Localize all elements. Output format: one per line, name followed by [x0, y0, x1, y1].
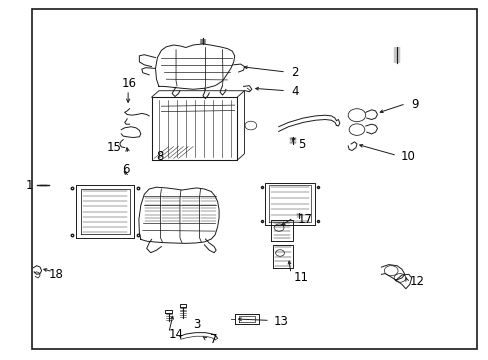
Text: 5: 5 [298, 138, 305, 150]
Text: 4: 4 [290, 85, 298, 98]
Text: 17: 17 [297, 213, 312, 226]
Text: 11: 11 [293, 271, 308, 284]
Text: 18: 18 [49, 268, 63, 281]
Text: 15: 15 [106, 141, 121, 154]
Text: 1: 1 [26, 179, 33, 192]
Text: 3: 3 [193, 318, 200, 331]
Text: 8: 8 [156, 150, 163, 163]
Text: 10: 10 [400, 150, 415, 163]
Text: 2: 2 [290, 66, 298, 78]
Text: 6: 6 [122, 163, 129, 176]
Text: 7: 7 [210, 333, 217, 346]
Text: 9: 9 [410, 98, 417, 111]
Text: 14: 14 [168, 328, 183, 341]
Text: 12: 12 [409, 275, 424, 288]
Text: 13: 13 [273, 315, 288, 328]
Text: 16: 16 [121, 77, 136, 90]
